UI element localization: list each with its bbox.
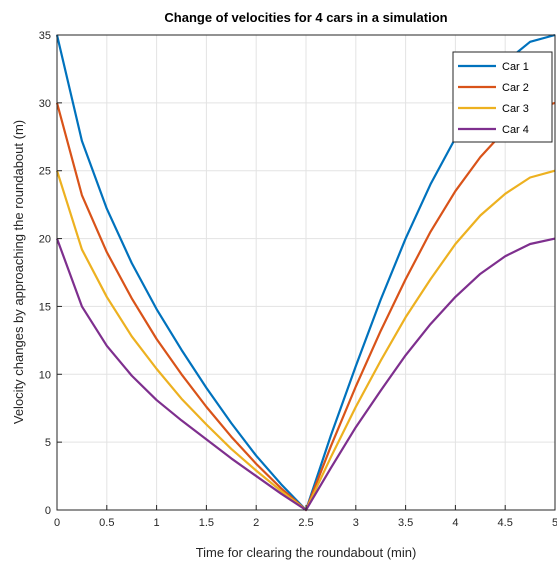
y-tick-label: 30 [39,98,51,110]
x-tick-label: 2.5 [298,517,313,529]
chart-title: Change of velocities for 4 cars in a sim… [164,10,447,25]
y-tick-label: 0 [45,505,51,517]
y-tick-label: 35 [39,30,51,42]
x-tick-label: 3.5 [398,517,413,529]
y-tick-label: 20 [39,234,51,246]
x-tick-label: 4 [452,517,458,529]
y-axis-label: Velocity changes by approaching the roun… [11,120,26,424]
x-tick-label: 3 [353,517,359,529]
legend-label-car-1: Car 1 [502,61,529,73]
legend-label-car-2: Car 2 [502,82,529,94]
x-axis-label: Time for clearing the roundabout (min) [196,545,417,560]
y-tick-label: 25 [39,166,51,178]
x-axis-ticks: 0 0.5 1 1.5 2 2.5 3 3.5 4 4.5 5 [54,505,557,529]
legend-label-car-3: Car 3 [502,103,529,115]
y-axis-ticks: 0 5 10 15 20 25 30 35 [39,30,62,517]
x-tick-label: 0 [54,517,60,529]
x-tick-label: 2 [253,517,259,529]
x-tick-label: 1.5 [199,517,214,529]
y-tick-label: 15 [39,301,51,313]
y-tick-label: 10 [39,369,51,381]
x-tick-label: 1 [154,517,160,529]
legend-label-car-4: Car 4 [502,124,529,136]
x-tick-label: 5 [552,517,557,529]
x-tick-label: 0.5 [99,517,114,529]
legend: Car 1 Car 2 Car 3 Car 4 [452,51,553,143]
y-tick-label: 5 [45,437,51,449]
x-tick-label: 4.5 [498,517,513,529]
